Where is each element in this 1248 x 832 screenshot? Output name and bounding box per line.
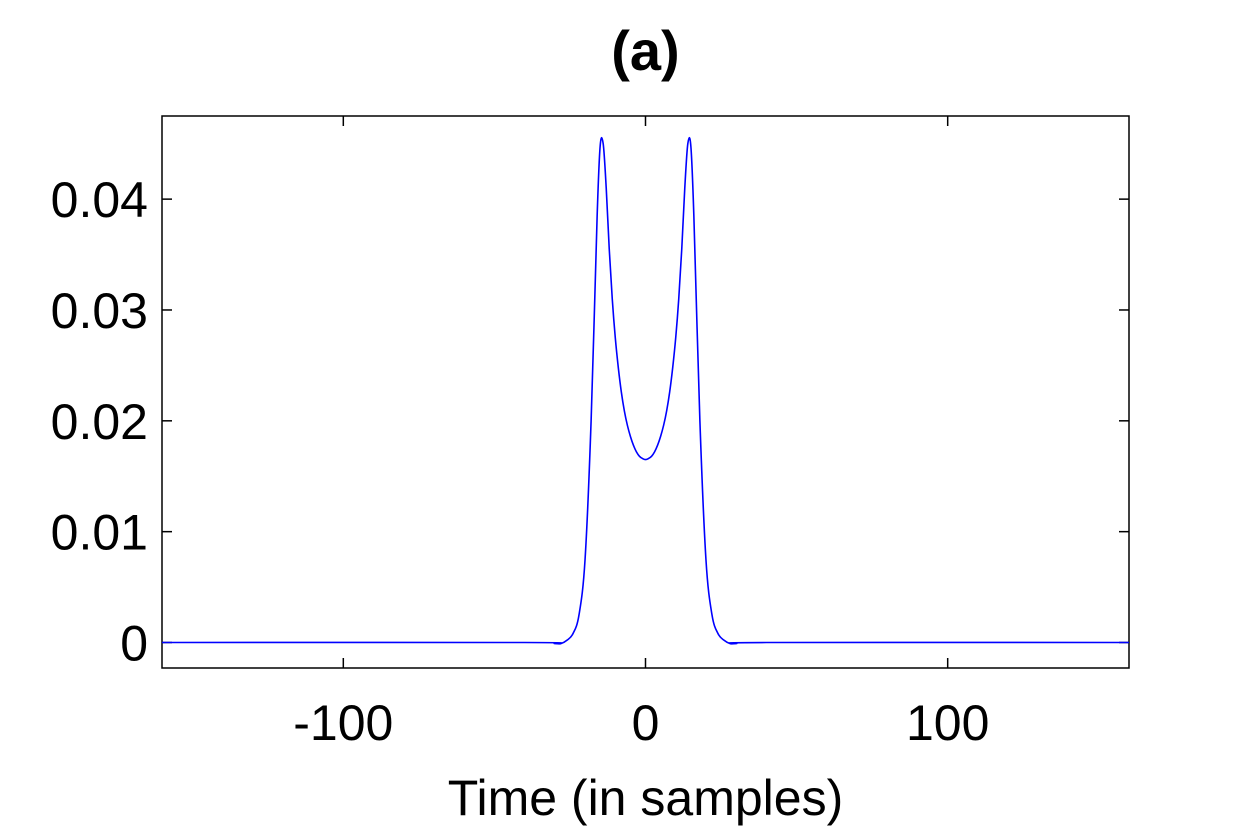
x-tick-label: 100: [906, 695, 989, 751]
chart-title: (a): [611, 19, 679, 82]
y-tick-label: 0.02: [51, 394, 148, 450]
y-tick-label: 0.01: [51, 505, 148, 561]
series-layer: [161, 136, 1130, 645]
y-tick-label: 0.03: [51, 283, 148, 339]
x-axis-label: Time (in samples): [448, 770, 843, 826]
plot-area: [161, 115, 1130, 669]
x-tick-label: 0: [632, 695, 660, 751]
y-tick-label: 0: [120, 616, 148, 672]
y-tick-label: 0.04: [51, 172, 148, 228]
tick-layer: -100 0 100 0 0.01 0.02 0.03 0.04: [51, 116, 1129, 751]
x-tick-label: -100: [293, 695, 393, 751]
series-line: [161, 136, 1130, 645]
